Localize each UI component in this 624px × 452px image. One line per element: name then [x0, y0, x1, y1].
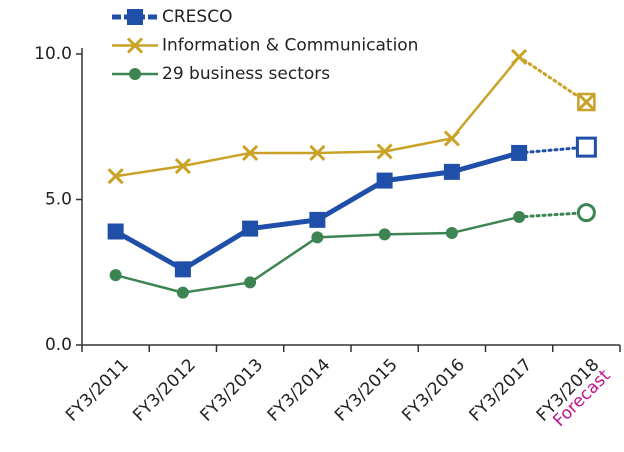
x-tick-label: FY3/2011: [62, 355, 133, 426]
y-tick-label: 5.0: [45, 190, 72, 210]
y-tick-label: 10.0: [34, 44, 72, 64]
x-tick-label: FY3/2012: [129, 355, 200, 426]
series-line: [115, 215, 520, 294]
marker: [576, 203, 596, 223]
marker: [513, 210, 526, 223]
marker: [174, 157, 191, 175]
marker: [109, 269, 122, 282]
forecast-line: [517, 145, 588, 155]
marker: [242, 144, 259, 162]
forecast-line: [517, 55, 588, 104]
x-tick-label: FY3/2017: [465, 355, 536, 426]
marker: [309, 144, 326, 162]
legend-label: CRESCO: [162, 7, 232, 27]
x-tick-label: FY3/2015: [331, 355, 402, 426]
marker: [578, 93, 595, 111]
legend-marker: [129, 68, 141, 80]
marker: [107, 223, 124, 240]
marker: [376, 172, 393, 189]
marker: [376, 143, 393, 160]
marker: [378, 228, 391, 241]
marker: [107, 168, 124, 185]
marker: [311, 231, 324, 244]
marker: [511, 48, 528, 65]
marker: [445, 226, 458, 239]
marker: [174, 261, 191, 278]
marker: [511, 144, 528, 161]
x-tick-label: FY3/2014: [264, 355, 335, 426]
legend-label: Information & Communication: [162, 36, 418, 56]
x-tick-label: FY3/2016: [398, 355, 469, 426]
marker: [443, 130, 460, 147]
x-tick-label: FY3/2013: [196, 355, 267, 426]
marker: [443, 163, 460, 180]
legend-marker: [126, 37, 144, 54]
legend-label: 29 business sectors: [162, 64, 330, 84]
marker: [244, 276, 257, 289]
marker: [575, 136, 597, 158]
y-tick-label: 0.0: [45, 335, 72, 355]
forecast-line: [517, 211, 588, 219]
marker: [309, 211, 326, 228]
marker: [176, 286, 189, 299]
marker: [242, 220, 259, 237]
legend-marker: [127, 9, 143, 25]
